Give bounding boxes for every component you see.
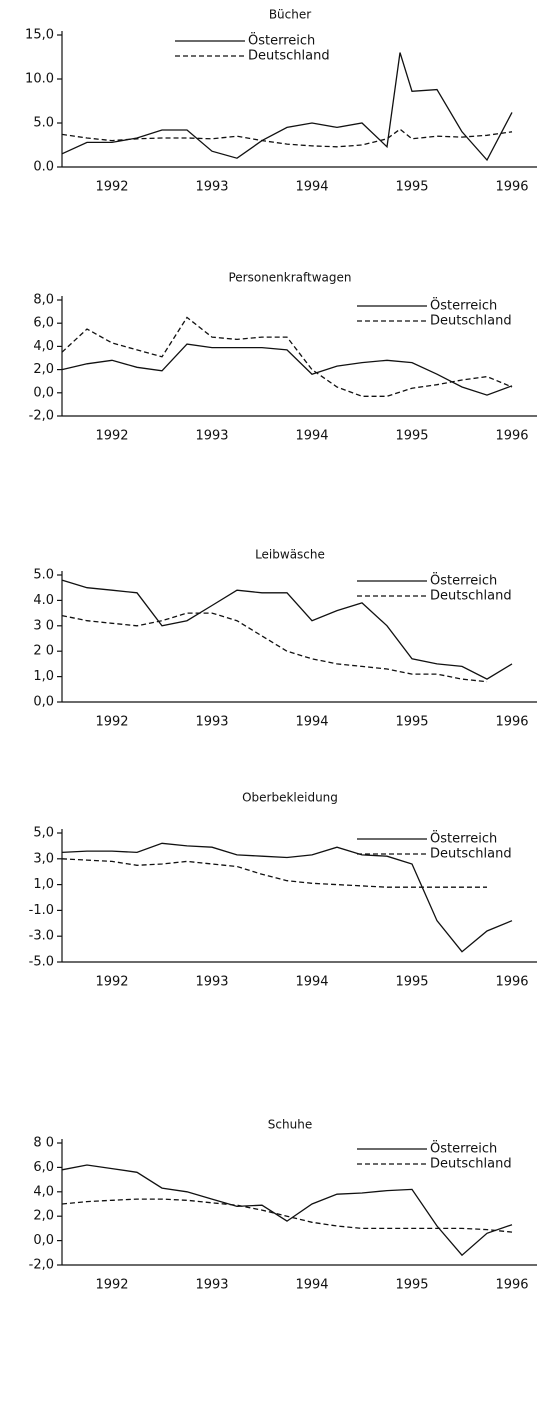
series-line xyxy=(61,1198,513,1233)
y-tick-label: -5.0 xyxy=(29,955,54,970)
y-tick-label: 3 0 xyxy=(33,618,54,633)
y-tick-label: 0,0 xyxy=(33,695,54,710)
y-tick-label: 10.0 xyxy=(25,72,54,87)
x-tick-label: 1995 xyxy=(395,975,428,990)
y-tick-label: -2,0 xyxy=(29,409,54,424)
series-line xyxy=(61,1164,513,1257)
x-tick-label: 1994 xyxy=(295,180,328,195)
series-line xyxy=(61,858,487,888)
y-tick-label: 1,0 xyxy=(33,877,54,892)
y-tick-label: 2 0 xyxy=(33,644,54,659)
y-tick-label: -2,0 xyxy=(29,1258,54,1273)
x-tick-label: 1995 xyxy=(395,180,428,195)
x-tick-label: 1995 xyxy=(395,715,428,730)
x-tick-label: 1993 xyxy=(195,180,228,195)
legend-label: Deutschland xyxy=(430,1157,512,1172)
x-tick-label: 1996 xyxy=(495,1278,528,1293)
chart-title: Schuhe xyxy=(268,1118,312,1132)
chart-title: Personenkraftwagen xyxy=(228,271,351,285)
x-tick-label: 1992 xyxy=(95,1278,128,1293)
series-line xyxy=(61,128,513,148)
x-tick-label: 1994 xyxy=(295,429,328,444)
x-tick-label: 1994 xyxy=(295,715,328,730)
y-tick-label: 6,0 xyxy=(33,1160,54,1175)
x-tick-label: 1993 xyxy=(195,1278,228,1293)
legend-label: Deutschland xyxy=(248,49,330,64)
series-line xyxy=(61,612,488,683)
y-tick-label: 8,0 xyxy=(33,293,54,308)
y-tick-label: 4.0 xyxy=(33,593,54,608)
x-tick-label: 1995 xyxy=(395,1278,428,1293)
legend-label: Deutschland xyxy=(430,314,512,329)
y-tick-label: 4,0 xyxy=(33,1184,54,1199)
x-tick-label: 1996 xyxy=(495,975,528,990)
series-line xyxy=(61,316,513,397)
y-tick-label: 4,0 xyxy=(33,339,54,354)
legend-label: Österreich xyxy=(430,830,497,847)
x-tick-label: 1992 xyxy=(95,429,128,444)
x-tick-label: 1996 xyxy=(495,429,528,444)
y-tick-label: 2,0 xyxy=(33,362,54,377)
legend-label: Österreich xyxy=(430,297,497,314)
legend-label: Österreich xyxy=(430,572,497,589)
x-tick-label: 1994 xyxy=(295,1278,328,1293)
x-tick-label: 1993 xyxy=(195,975,228,990)
y-tick-label: 2,0 xyxy=(33,1209,54,1224)
y-tick-label: -3.0 xyxy=(29,929,54,944)
x-tick-label: 1994 xyxy=(295,975,328,990)
y-tick-label: 15,0 xyxy=(25,28,54,43)
y-tick-label: 5.0 xyxy=(33,568,54,583)
chart-title: Leibwäsche xyxy=(255,548,325,562)
x-tick-label: 1996 xyxy=(495,180,528,195)
series-line xyxy=(61,579,513,680)
legend-label: Deutschland xyxy=(430,847,512,862)
y-tick-label: 3,0 xyxy=(33,851,54,866)
y-tick-label: 0,0 xyxy=(33,385,54,400)
series-line xyxy=(61,52,513,162)
x-tick-label: 1992 xyxy=(95,180,128,195)
series-line xyxy=(61,842,513,953)
legend-label: Deutschland xyxy=(430,589,512,604)
legend-label: Österreich xyxy=(248,32,315,49)
x-tick-label: 1996 xyxy=(495,715,528,730)
x-tick-label: 1993 xyxy=(195,429,228,444)
x-tick-label: 1995 xyxy=(395,429,428,444)
x-tick-label: 1992 xyxy=(95,715,128,730)
series-line xyxy=(61,343,513,396)
y-tick-label: 5.0 xyxy=(33,116,54,131)
y-tick-label: 0.0 xyxy=(33,160,54,175)
x-tick-label: 1993 xyxy=(195,715,228,730)
y-tick-label: 8 0 xyxy=(33,1136,54,1151)
y-tick-label: 0,0 xyxy=(33,1233,54,1248)
y-tick-label: -1.0 xyxy=(29,903,54,918)
x-tick-label: 1992 xyxy=(95,975,128,990)
y-tick-label: 1,0 xyxy=(33,669,54,684)
legend-label: Österreich xyxy=(430,1140,497,1157)
chart-title: Bücher xyxy=(269,8,311,22)
y-tick-label: 6,0 xyxy=(33,316,54,331)
y-tick-label: 5,0 xyxy=(33,826,54,841)
chart-title: Oberbekleidung xyxy=(242,791,338,805)
